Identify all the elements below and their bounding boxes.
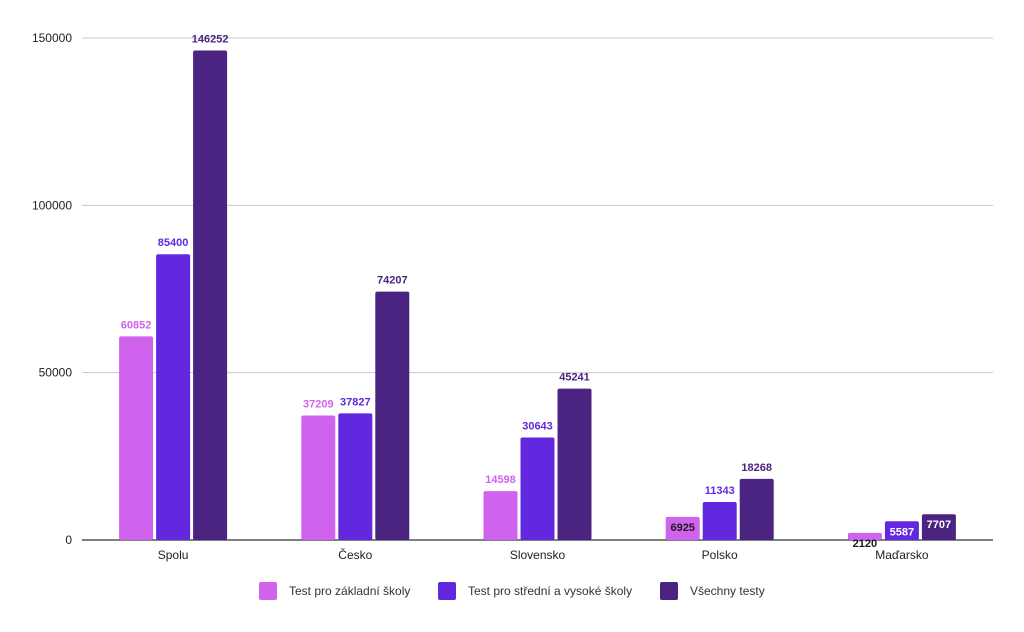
bar-4-0 [847,532,882,540]
bar-1-0 [301,415,336,540]
bar-0-1 [156,254,191,540]
data-label-2-2: 45241 [559,372,590,384]
legend-label-2: Všechny testy [690,584,765,598]
data-label-4-0: 2120 [853,538,877,550]
data-label-2-0: 14598 [485,474,516,486]
data-label-2-1: 30643 [522,420,553,432]
x-tick-label-1: Česko [338,547,372,562]
bar-3-1 [702,502,737,540]
y-tick-label-0: 0 [65,533,72,547]
data-label-3-0: 6925 [670,522,694,534]
legend-swatch-1 [438,582,456,600]
bar-4-2 [921,514,956,540]
data-label-1-2: 74207 [377,275,408,287]
legend-label-0: Test pro základní školy [289,584,410,598]
legend-swatch-0 [259,582,277,600]
bar-2-0 [483,491,518,540]
bar-0-0 [119,336,154,540]
legend-swatch-2 [660,582,678,600]
data-label-0-0: 60852 [121,319,152,331]
bar-2-1 [520,437,555,540]
data-label-0-2: 146252 [192,34,229,46]
bar-3-0 [665,516,700,540]
data-label-0-1: 85400 [158,237,189,249]
legend-label-1: Test pro střední a vysoké školy [468,584,632,598]
data-label-1-1: 37827 [340,396,371,408]
bar-2-2 [557,388,592,540]
bar-1-2 [375,291,410,540]
x-tick-label-2: Slovensko [510,548,566,562]
data-label-3-2: 18268 [741,462,772,474]
bar-0-2 [193,50,228,541]
y-tick-label-2: 100000 [32,198,72,212]
x-tick-label-3: Polsko [702,548,738,562]
x-tick-label-4: Maďarsko [875,548,929,562]
data-label-4-2: 7707 [927,519,951,531]
y-tick-label-3: 150000 [32,31,72,45]
bar-1-1 [338,413,373,540]
data-label-3-1: 11343 [705,485,735,497]
data-label-4-1: 5587 [890,526,914,538]
data-label-1-0: 37209 [303,398,334,410]
bar-4-1 [884,521,919,540]
bar-3-2 [739,478,774,540]
x-tick-label-0: Spolu [158,548,189,562]
y-tick-label-1: 50000 [39,366,73,380]
